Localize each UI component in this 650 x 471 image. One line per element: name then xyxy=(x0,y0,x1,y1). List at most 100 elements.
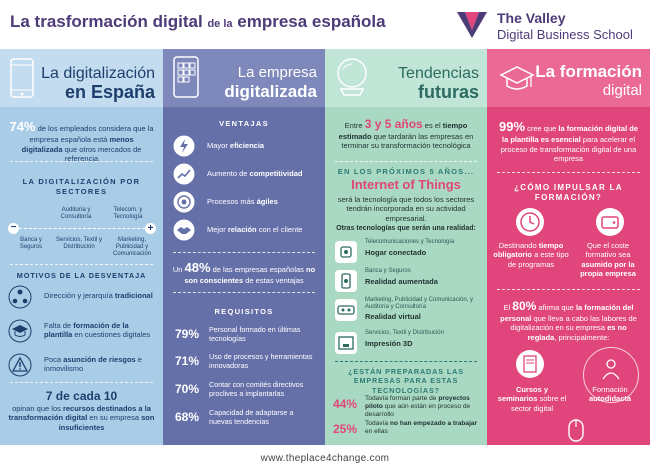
sectors-title: LA DIGITALIZACIÓN POR SECTORES xyxy=(22,177,141,196)
motive-item: Falta de formación de la plantilla en cu… xyxy=(8,319,157,343)
motives-title: MOTIVOS DE LA DESVENTAJA xyxy=(16,271,147,280)
iot-title: Internet of Things xyxy=(351,177,461,192)
column-title-b: digitalizada xyxy=(224,82,317,101)
seven-of-ten-text: opinan que los recursos destinados a la … xyxy=(8,404,155,432)
sector-label: Marketing, Publicidad y Comunicación xyxy=(112,237,152,257)
wallet-icon xyxy=(596,208,624,236)
option-self-taught: Formación autodidacta xyxy=(588,385,632,404)
requirement-text: Contar con comités directivos proclives … xyxy=(209,380,304,398)
ready-text: Todavía forman parte de proyectos piloto… xyxy=(365,395,471,419)
vr-headset-icon xyxy=(335,299,357,321)
column-title-a: La empresa xyxy=(237,64,317,81)
ready-text: Todavía no han empezado a trabajar en el… xyxy=(365,420,478,436)
advantage-item: Aumento de competitividad xyxy=(171,163,319,187)
requirement-text: Uso de procesos y herramientas innovador… xyxy=(209,352,313,370)
divider xyxy=(10,382,153,383)
connected-home-icon xyxy=(335,241,357,263)
seven-of-ten: 7 de cada 10 xyxy=(45,389,118,403)
ready-pct: 44% xyxy=(333,397,358,411)
header: La trasformación digital de la empresa e… xyxy=(0,0,650,48)
tech-item: Banca y Seguros Realidad aumentada xyxy=(335,268,481,294)
sector-label: Servicios, Textil y Distribución xyxy=(56,237,102,250)
chart-up-icon xyxy=(173,163,195,185)
smartphone-icon xyxy=(10,58,34,98)
3d-printer-icon xyxy=(335,332,357,354)
requirement-pct: 70% xyxy=(175,382,200,396)
advantage-item: Mayor eficiencia xyxy=(171,135,319,159)
column-header: La formación digital xyxy=(487,49,650,107)
graduation-cap-icon xyxy=(8,319,32,343)
requirement-pct: 79% xyxy=(175,327,200,341)
awareness-stat: Un 48% de las empresas españolas no son … xyxy=(172,260,316,286)
hierarchy-icon xyxy=(8,285,32,309)
tech-item: Servicios, Textil y Distribución Impresi… xyxy=(335,330,481,356)
how-option-time: Destinando tiempo obligatorio a este tip… xyxy=(493,241,569,269)
person-icon xyxy=(602,359,620,380)
sector-label: Banca y Seguros xyxy=(19,237,43,250)
certificate-icon xyxy=(516,350,544,378)
page-title: La trasformación digital de la empresa e… xyxy=(10,12,386,31)
column-title-b: digital xyxy=(602,82,642,99)
advantages-title: VENTAJAS xyxy=(219,119,269,128)
mouse-icon xyxy=(568,419,584,442)
advantage-item: Mejor relación con el cliente xyxy=(171,219,319,243)
divider xyxy=(497,289,640,290)
column-formacion: La formación digital 99% cree que la for… xyxy=(487,49,650,445)
divider xyxy=(173,292,315,293)
column-title-a: La digitalización xyxy=(41,65,155,82)
divider xyxy=(10,161,153,162)
footer-url[interactable]: www.theplace4change.com xyxy=(260,453,390,464)
the-valley-logo: The Valley Digital Business School xyxy=(455,8,645,44)
how-title: ¿CÓMO IMPULSAR LA FORMACIÓN? xyxy=(514,183,623,203)
non-formal-stat: El 80% afirma que la formación del perso… xyxy=(500,299,637,342)
mobile-apps-icon xyxy=(173,56,199,98)
column-title-a: Tendencias xyxy=(398,65,479,82)
how-option-cost: Que el coste formativo sea asumido por l… xyxy=(580,241,636,279)
divider xyxy=(173,252,315,253)
sector-label: Telecom. y Tecnología xyxy=(113,207,143,220)
next-years-title: EN LOS PRÓXIMOS 5 AÑOS... xyxy=(337,167,475,176)
column-header: La empresa digitalizada xyxy=(163,49,325,107)
divider xyxy=(335,161,477,162)
valley-v-icon xyxy=(457,12,487,38)
ready-title: ¿ESTÁN PREPARADAS LAS EMPRESAS PARA ESTA… xyxy=(348,367,464,395)
sector-scale: − + xyxy=(8,223,156,235)
clock-icon xyxy=(516,208,544,236)
divider xyxy=(10,264,153,265)
lightning-icon xyxy=(173,135,195,157)
column-header: La digitalización en España xyxy=(0,49,163,107)
timeframe-stat: Entre 3 y 5 años es el tiempo estimado q… xyxy=(338,117,474,151)
tech-item: Marketing, Publicidad y Comunicación, y … xyxy=(335,297,481,329)
graduation-cap-icon xyxy=(499,66,535,90)
column-title-a: La formación xyxy=(535,62,642,81)
advantage-item: Procesos más ágiles xyxy=(171,191,319,215)
handshake-icon xyxy=(173,219,195,241)
minus-icon: − xyxy=(8,223,19,234)
column-empresa-digitalizada: La empresa digitalizada VENTAJAS Mayor e… xyxy=(163,49,325,445)
column-header: Tendencias futuras xyxy=(325,49,487,107)
iot-text: será la tecnología que todos los sectore… xyxy=(337,195,475,223)
column-digitalizacion: La digitalización en España 74% de los e… xyxy=(0,49,163,445)
crystal-ball-icon xyxy=(337,58,367,96)
column-title-b: futuras xyxy=(417,82,479,102)
option-courses: Cursos y seminarios sobre el sector digi… xyxy=(497,385,567,413)
requirement-pct: 71% xyxy=(175,354,200,368)
other-tech-title: Otras tecnologías que serán una realidad… xyxy=(336,225,476,232)
sector-label: Auditoría y Consultoría xyxy=(60,207,92,220)
ready-pct: 25% xyxy=(333,422,358,436)
divider xyxy=(335,361,477,362)
plus-icon: + xyxy=(145,223,156,234)
motive-item: Poca asunción de riesgos e inmovilismo xyxy=(8,353,157,377)
self-taught-circle xyxy=(583,347,639,403)
requirement-text: Personal formado en últimas tecnologías xyxy=(209,325,301,343)
essential-stat: 99% cree que la formación digital de la … xyxy=(499,119,638,163)
motive-item: Dirección y jerarquía tradicional xyxy=(8,285,157,309)
target-icon xyxy=(173,191,195,213)
column-tendencias: Tendencias futuras Entre 3 y 5 años es e… xyxy=(325,49,487,445)
requirement-pct: 68% xyxy=(175,410,200,424)
requirements-title: REQUISITOS xyxy=(214,307,274,316)
column-title-b: en España xyxy=(64,82,155,102)
tech-item: Telecomunicaciones y Tecnología Hogar co… xyxy=(335,239,481,265)
divider xyxy=(497,172,640,173)
digitalization-stat: 74% de los empleados considera que la em… xyxy=(9,119,154,163)
